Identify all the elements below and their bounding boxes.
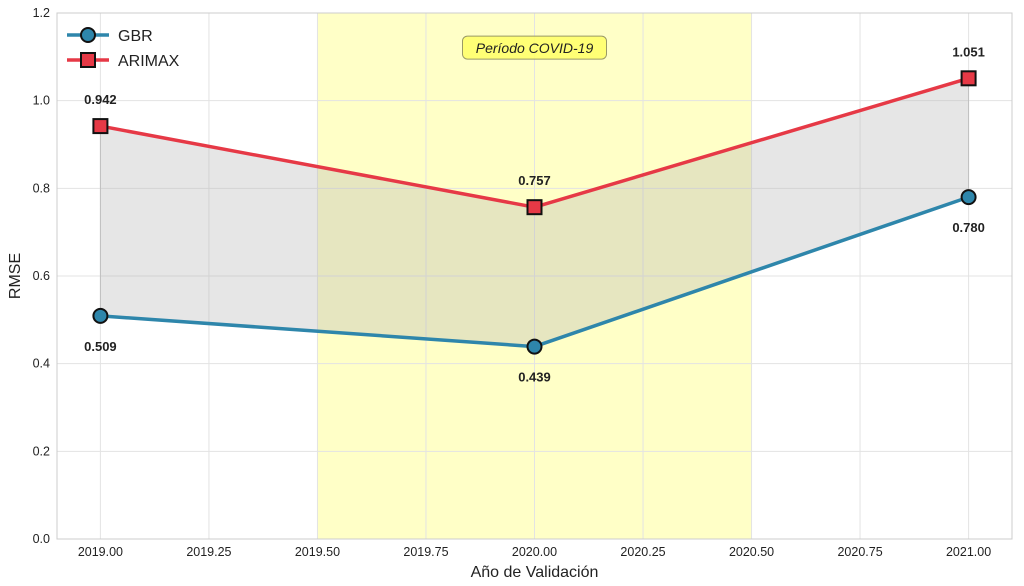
data-label-layer: 0.509 0.439 0.780 0.942 0.757 1.051 [84, 44, 985, 384]
y-tick-label: 0.2 [33, 444, 50, 458]
y-tick-label: 1.0 [33, 94, 50, 108]
y-tick-label: 1.2 [33, 6, 50, 20]
legend: GBR ARIMAX [67, 27, 180, 70]
arimax-point [960, 70, 977, 87]
arimax-legend-marker [80, 52, 96, 68]
arimax-data-label: 0.757 [518, 173, 551, 188]
x-tick-label: 2019.00 [78, 545, 123, 559]
x-tick-label: 2019.25 [186, 545, 231, 559]
span-annotation: Período COVID-19 [462, 35, 607, 60]
y-tick-label: 0.0 [33, 532, 50, 546]
y-tick-label: 0.4 [33, 357, 50, 371]
gbr-data-label: 0.439 [518, 370, 551, 385]
gbr-point [92, 307, 109, 324]
annotation-box [462, 35, 607, 60]
arimax-data-label: 0.942 [84, 92, 117, 107]
gbr-data-label: 0.780 [952, 220, 985, 235]
gbr-legend-marker [80, 27, 96, 43]
gbr-point [960, 189, 977, 206]
arimax-point [92, 118, 109, 135]
x-tick-label: 2020.75 [837, 545, 882, 559]
tick-layer: 2019.00 2019.25 2019.50 2019.75 2020.00 2020.… [33, 6, 992, 559]
arimax-point [526, 199, 543, 216]
x-tick-label: 2019.50 [295, 545, 340, 559]
x-tick-label: 2020.50 [729, 545, 774, 559]
x-tick-label: 2020.25 [620, 545, 665, 559]
x-tick-label: 2021.00 [946, 545, 991, 559]
y-tick-label: 0.6 [33, 269, 50, 283]
x-tick-label: 2019.75 [403, 545, 448, 559]
arimax-data-label: 1.051 [952, 44, 985, 59]
series-layer [92, 70, 977, 355]
gbr-data-label: 0.509 [84, 339, 117, 354]
gbr-legend-label: GBR [118, 28, 153, 45]
y-axis-label: RMSE [7, 253, 24, 299]
plot-frame [56, 12, 1013, 540]
gbr-point [526, 338, 543, 355]
annotation-text: Período COVID-19 [476, 40, 594, 56]
y-tick-label: 0.8 [33, 181, 50, 195]
arimax-legend-label: ARIMAX [118, 53, 180, 70]
x-tick-label: 2020.00 [512, 545, 557, 559]
x-axis-label: Año de Validación [471, 564, 599, 581]
